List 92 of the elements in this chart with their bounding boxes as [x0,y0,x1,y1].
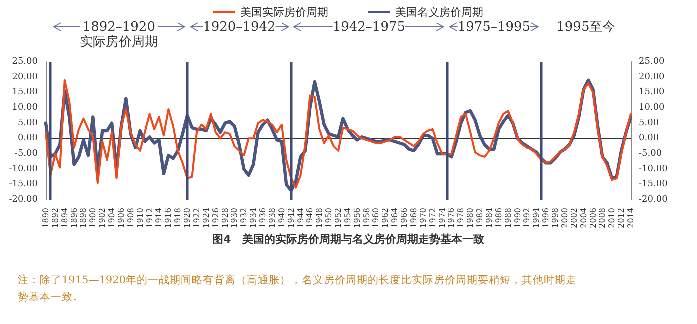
x-tick-label: 1894 [60,208,70,228]
x-tick-label: 1998 [551,208,560,228]
legend-label: 美国实际房价周期 [240,6,328,19]
y2-tick-label: 10.00 [639,103,666,113]
x-tick-label: 1984 [484,208,494,228]
x-tick-label: 1898 [79,208,88,228]
y-tick-label: -10.00 [9,164,38,174]
x-tick-label: 1892 [50,208,60,228]
x-tick-label: 1938 [268,208,277,228]
x-tick-label: 2006 [588,208,598,228]
x-tick-label: 1944 [296,208,306,228]
x-tick-label: 1932 [240,208,249,228]
x-tick-label: 1958 [362,208,372,228]
x-tick-label: 1890 [42,208,50,228]
x-tick-label: 1946 [306,208,315,228]
text: 1975–1995 [458,20,531,35]
x-tick-label: 1950 [324,208,334,228]
x-tick-label: 1914 [154,208,164,228]
legend-label: 美国名义房价周期 [396,6,484,19]
x-tick-label: 1934 [249,208,258,228]
x-tick-label: 1902 [98,208,108,228]
x-tick-label: 1996 [542,208,551,228]
text: 1892–1920 实际房价周期 [80,20,158,50]
x-tick-label: 1954 [343,208,352,228]
x-tick-label: 1916 [164,208,174,228]
x-tick-label: 1910 [136,208,145,228]
x-tick-label: 1900 [88,208,98,228]
x-tick-label: 1988 [504,208,513,228]
x-tick-label: 1976 [447,208,456,228]
x-tick-label: 1994 [532,208,542,228]
y-tick-label: 25.00 [12,57,38,67]
y-tick-label: 10.00 [12,103,38,113]
text: 1942–1975 [332,20,406,35]
x-tick-label: 1924 [202,208,211,228]
y-tick-label: 0.00 [18,134,38,144]
y2-tick-label: 15.00 [639,88,666,98]
x-tick-label: 1964 [390,208,400,228]
x-tick-label: 1982 [476,208,485,228]
y-tick-label: 15.00 [12,88,38,98]
x-tick-label: 1940 [277,208,286,228]
y2-tick-label: -20.00 [639,195,668,205]
y2-tick-label: 20.00 [639,72,666,82]
x-tick-label: 1926 [211,208,220,228]
x-tick-label: 2000 [560,208,570,228]
x-tick-label: 1968 [409,208,418,228]
x-tick-label: 2012 [617,208,626,228]
x-tick-label: 1922 [192,208,202,228]
x-tick-label: 1956 [352,208,362,228]
x-tick-label: 1918 [174,208,183,228]
y2-tick-label: -10.00 [639,164,668,174]
x-tick-label: 1962 [381,208,390,228]
x-tick-label: 1942 [286,208,296,228]
x-tick-label: 1920 [183,208,192,228]
x-tick-label: 2010 [608,208,617,228]
x-tick-label: 1992 [522,208,532,228]
y2-tick-label: -5.00 [639,149,662,159]
x-tick-label: 1960 [372,208,381,228]
x-tick-label: 1904 [108,208,117,228]
x-tick-label: 2004 [579,208,588,228]
y-tick-label: 5.00 [18,118,38,128]
x-tick-label: 1936 [258,208,268,228]
x-tick-label: 1908 [126,208,136,228]
x-tick-label: 1952 [334,208,343,228]
text: 1920–1942 [203,20,276,35]
x-tick-label: 1896 [70,208,79,228]
x-tick-label: 1930 [230,208,240,228]
text: 1995至今 [556,20,616,35]
x-tick-label: 2002 [570,208,579,228]
x-tick-label: 1980 [466,208,476,228]
y-tick-label: -15.00 [9,180,38,190]
y-tick-label: -5.00 [14,149,38,159]
y2-tick-label: 5.00 [639,118,660,128]
x-tick-label: 1970 [418,208,428,228]
y-tick-label: -20.00 [9,195,38,205]
x-tick-label: 1912 [145,208,154,228]
x-tick-label: 1978 [456,208,466,228]
x-tick-label: 1990 [513,208,522,228]
y2-tick-label: -15.00 [639,180,668,190]
x-tick-label: 1974 [438,208,447,228]
x-tick-label: 1972 [428,208,438,228]
y-tick-label: 20.00 [12,72,38,82]
x-tick-label: 1948 [315,208,324,228]
y2-tick-label: 25.00 [639,57,666,67]
x-tick-label: 1966 [400,208,410,228]
x-tick-label: 1928 [220,208,230,228]
x-tick-label: 2008 [598,208,608,228]
x-tick-label: 1986 [494,208,504,228]
text: 图4 美国的实际房价周期与名义房价周期走势基本一致 [212,233,484,246]
x-tick-label: 1906 [116,208,126,228]
y2-tick-label: 0.00 [639,134,660,144]
x-tick-label: 2014 [626,208,636,228]
text: 注：除了1915—1920年的一战期间略有背离（高通胀），名义房价周期的长度比实际房价周期要稍短，其他时期走势基本一致。 [18,274,577,304]
